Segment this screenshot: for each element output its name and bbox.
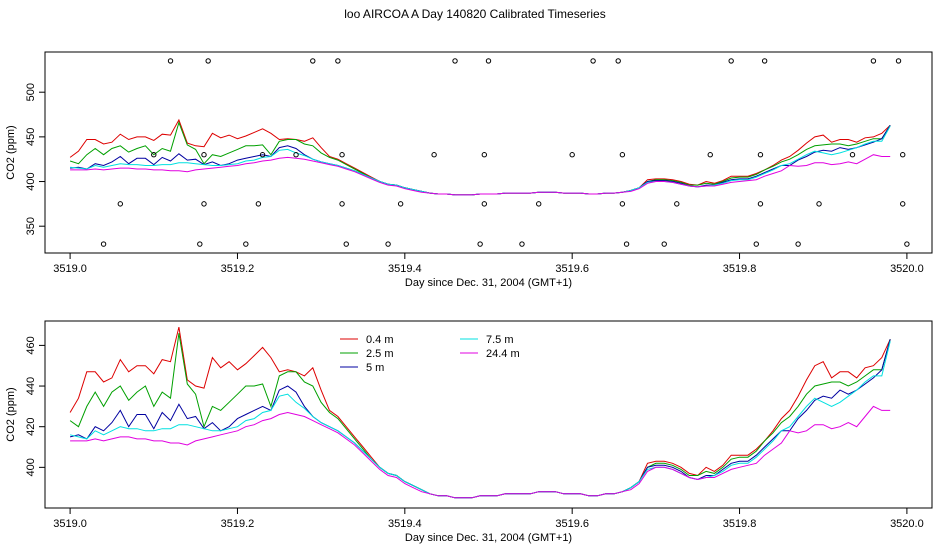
bottom-series-0-4-m-line: [69, 326, 891, 499]
bottom-x-tick-label: 3519.2: [221, 518, 255, 530]
top-marker-point: [243, 241, 249, 247]
top-marker-point: [728, 58, 734, 64]
top-x-tick-label: 3519.8: [723, 263, 757, 275]
top-marker-point: [757, 201, 764, 207]
top-marker-point: [452, 58, 458, 64]
bottom-x-tick-label: 3519.6: [555, 518, 589, 530]
top-marker-point: [339, 152, 345, 158]
top-marker-point: [900, 152, 906, 158]
bottom-series-5-m-line: [69, 339, 891, 499]
top-marker-point: [619, 152, 626, 158]
top-marker-point: [385, 241, 391, 247]
top-marker-point: [816, 201, 822, 207]
top-marker-point: [255, 201, 262, 207]
top-marker-point: [397, 201, 404, 207]
bottom-x-tick-label: 3519.8: [723, 518, 757, 530]
top-series-5-m-line: [70, 125, 891, 196]
top-series-7-5-m-line: [70, 125, 891, 196]
page-title: loo AIRCOA A Day 140820 Calibrated Times…: [344, 7, 606, 21]
bottom-y-tick-label: 460: [25, 336, 37, 354]
top-x-tick-label: 3519.2: [221, 263, 255, 275]
legend-label: 0.4 m: [366, 334, 394, 346]
bottom-x-axis-title: Day since Dec. 31, 2004 (GMT+1): [405, 532, 572, 544]
top-x-tick-label: 3519.4: [388, 263, 422, 275]
top-marker-point: [477, 241, 483, 247]
top-marker-point: [201, 201, 207, 207]
top-marker-point: [707, 152, 713, 158]
top-marker-point: [900, 201, 906, 207]
bottom-y-tick-label: 420: [25, 418, 37, 436]
bottom-series-group: [69, 326, 891, 499]
top-marker-point: [485, 58, 492, 64]
top-plot-frame: [44, 51, 933, 254]
top-series-0-4-m-line: [69, 118, 891, 196]
top-marker-point: [757, 152, 764, 158]
top-x-axis-title: Day since Dec. 31, 2004 (GMT+1): [405, 277, 572, 289]
bottom-plot-frame: [44, 320, 933, 509]
legend-label: 2.5 m: [366, 348, 394, 360]
top-marker-point: [343, 241, 349, 247]
top-series-2-5-m-line: [69, 121, 891, 196]
top-x-tick-label: 3519.0: [53, 263, 87, 275]
top-marker-point: [310, 58, 316, 64]
top-marker-point: [117, 201, 124, 207]
top-marker-point: [259, 152, 266, 158]
top-panel: 3519.0 3519.2 3519.4 3519.6 3519.8 3520.0 350 4…: [5, 51, 933, 289]
top-marker-point: [895, 58, 902, 64]
top-y-tick-label: 500: [25, 83, 37, 101]
top-marker-point: [197, 241, 203, 247]
top-marker-point: [904, 241, 910, 247]
bottom-series-7-5-m-line: [69, 341, 891, 499]
top-x-tick-label: 3519.6: [555, 263, 589, 275]
top-marker-point: [167, 58, 174, 64]
top-marker-point: [431, 152, 437, 158]
top-marker-point: [151, 152, 157, 158]
top-marker-point: [870, 58, 877, 64]
bottom-y-tick-label: 400: [25, 458, 37, 476]
top-marker-point: [293, 152, 299, 158]
top-series-24-4-m-line: [70, 154, 891, 196]
top-marker-point: [569, 152, 575, 158]
top-marker-point: [481, 201, 488, 207]
bottom-panel: 3519.0 3519.2 3519.4 3519.6 3519.8 3520.0 400 4…: [5, 320, 933, 544]
top-marker-point: [481, 152, 488, 158]
top-y-tick-label: 350: [25, 217, 37, 235]
top-marker-point: [761, 58, 768, 64]
top-marker-point: [536, 201, 542, 207]
top-marker-point: [100, 241, 107, 247]
bottom-x-tick-label: 3519.4: [388, 518, 422, 530]
top-marker-point: [623, 241, 630, 247]
bottom-y-axis-title: CO2 (ppm): [5, 387, 17, 441]
top-marker-point: [615, 58, 621, 64]
bottom-series-2-5-m-line: [69, 333, 891, 499]
top-y-axis-title: CO2 (ppm): [5, 125, 17, 179]
top-marker-point: [205, 58, 211, 64]
top-series-group: [69, 118, 891, 196]
top-marker-point: [753, 241, 759, 247]
legend: 0.4 m 2.5 m 5 m 7.5 m 24.4 m: [340, 334, 520, 374]
top-marker-point: [519, 241, 525, 247]
top-marker-point: [201, 152, 207, 158]
bottom-x-tick-label: 3519.0: [53, 518, 87, 530]
top-marker-point: [661, 241, 667, 247]
top-marker-point: [619, 201, 626, 207]
legend-label: 7.5 m: [486, 334, 514, 346]
top-marker-point: [849, 152, 856, 158]
bottom-x-tick-label: 3520.0: [890, 518, 924, 530]
legend-label: 5 m: [366, 362, 384, 374]
top-marker-point: [590, 58, 596, 64]
top-marker-point: [335, 58, 341, 64]
top-marker-point: [674, 201, 680, 207]
legend-label: 24.4 m: [486, 348, 520, 360]
top-x-tick-label: 3520.0: [890, 263, 924, 275]
bottom-y-tick-label: 440: [25, 377, 37, 395]
top-y-tick-label: 450: [25, 128, 37, 146]
top-marker-point: [795, 241, 801, 247]
bottom-series-24-4-m-line: [70, 405, 891, 499]
top-marker-point: [339, 201, 345, 207]
top-y-tick-label: 400: [25, 172, 37, 190]
